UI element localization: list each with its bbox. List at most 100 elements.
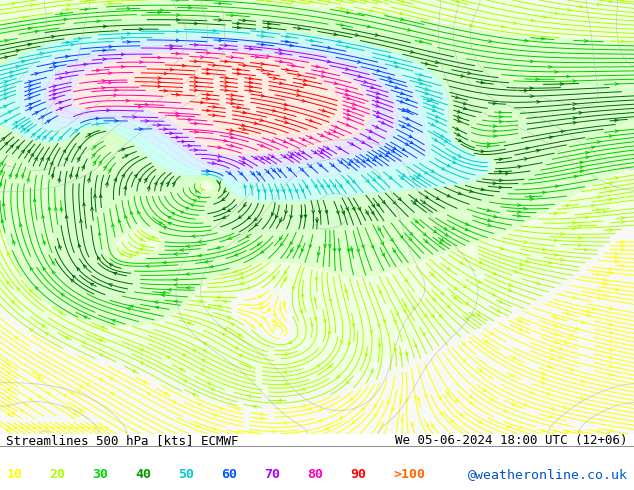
FancyArrowPatch shape (377, 115, 380, 118)
FancyArrowPatch shape (246, 235, 249, 238)
FancyArrowPatch shape (346, 381, 349, 384)
FancyArrowPatch shape (333, 248, 336, 251)
FancyArrowPatch shape (444, 227, 447, 230)
FancyArrowPatch shape (463, 285, 467, 288)
FancyArrowPatch shape (257, 172, 261, 175)
FancyArrowPatch shape (499, 111, 503, 114)
FancyArrowPatch shape (405, 399, 408, 402)
FancyArrowPatch shape (195, 85, 198, 87)
FancyArrowPatch shape (65, 55, 69, 58)
FancyArrowPatch shape (235, 408, 239, 410)
FancyArrowPatch shape (361, 141, 365, 144)
FancyArrowPatch shape (43, 136, 46, 139)
FancyArrowPatch shape (531, 60, 534, 63)
FancyArrowPatch shape (350, 160, 353, 162)
FancyArrowPatch shape (141, 362, 143, 365)
FancyArrowPatch shape (285, 40, 289, 43)
FancyArrowPatch shape (302, 99, 306, 102)
FancyArrowPatch shape (493, 102, 497, 105)
FancyArrowPatch shape (52, 261, 55, 264)
FancyArrowPatch shape (573, 296, 576, 299)
FancyArrowPatch shape (168, 222, 171, 225)
FancyArrowPatch shape (30, 290, 33, 293)
FancyArrowPatch shape (224, 139, 228, 142)
FancyArrowPatch shape (231, 102, 235, 105)
FancyArrowPatch shape (16, 66, 20, 68)
FancyArrowPatch shape (84, 63, 87, 66)
FancyArrowPatch shape (455, 0, 460, 2)
FancyArrowPatch shape (374, 414, 377, 417)
Text: 10: 10 (6, 468, 22, 481)
FancyArrowPatch shape (586, 151, 590, 154)
FancyArrowPatch shape (370, 86, 375, 89)
FancyArrowPatch shape (570, 368, 574, 370)
FancyArrowPatch shape (610, 348, 614, 351)
FancyArrowPatch shape (134, 174, 137, 177)
FancyArrowPatch shape (80, 220, 82, 222)
FancyArrowPatch shape (348, 342, 351, 345)
FancyArrowPatch shape (145, 120, 149, 122)
FancyArrowPatch shape (200, 101, 204, 104)
FancyArrowPatch shape (12, 412, 15, 415)
FancyArrowPatch shape (444, 140, 447, 142)
FancyArrowPatch shape (346, 180, 349, 183)
FancyArrowPatch shape (50, 162, 53, 165)
FancyArrowPatch shape (188, 6, 192, 9)
FancyArrowPatch shape (152, 237, 155, 239)
FancyArrowPatch shape (8, 389, 11, 391)
FancyArrowPatch shape (222, 198, 225, 200)
FancyArrowPatch shape (4, 89, 8, 92)
FancyArrowPatch shape (237, 72, 241, 75)
FancyArrowPatch shape (358, 61, 361, 63)
FancyArrowPatch shape (212, 114, 216, 117)
FancyArrowPatch shape (145, 103, 149, 106)
FancyArrowPatch shape (283, 303, 285, 306)
FancyArrowPatch shape (407, 123, 410, 126)
FancyArrowPatch shape (206, 170, 210, 172)
FancyArrowPatch shape (261, 43, 265, 46)
FancyArrowPatch shape (187, 322, 191, 325)
FancyArrowPatch shape (326, 147, 329, 149)
FancyArrowPatch shape (248, 216, 251, 219)
FancyArrowPatch shape (139, 28, 143, 31)
FancyArrowPatch shape (297, 152, 300, 155)
FancyArrowPatch shape (218, 407, 223, 410)
FancyArrowPatch shape (198, 241, 202, 243)
FancyArrowPatch shape (340, 340, 343, 343)
FancyArrowPatch shape (347, 97, 351, 99)
FancyArrowPatch shape (346, 93, 349, 96)
FancyArrowPatch shape (243, 64, 247, 67)
FancyArrowPatch shape (243, 204, 247, 207)
FancyArrowPatch shape (434, 230, 436, 233)
FancyArrowPatch shape (530, 87, 533, 90)
FancyArrowPatch shape (453, 156, 456, 159)
FancyArrowPatch shape (267, 55, 271, 57)
FancyArrowPatch shape (497, 309, 500, 312)
FancyArrowPatch shape (542, 429, 546, 432)
FancyArrowPatch shape (124, 186, 127, 190)
FancyArrowPatch shape (184, 380, 187, 383)
FancyArrowPatch shape (581, 379, 585, 382)
FancyArrowPatch shape (431, 424, 434, 427)
FancyArrowPatch shape (60, 207, 63, 210)
FancyArrowPatch shape (276, 215, 278, 218)
FancyArrowPatch shape (503, 409, 508, 412)
FancyArrowPatch shape (585, 248, 588, 251)
FancyArrowPatch shape (401, 18, 404, 21)
FancyArrowPatch shape (78, 244, 81, 247)
FancyArrowPatch shape (96, 20, 100, 23)
FancyArrowPatch shape (487, 143, 491, 145)
FancyArrowPatch shape (288, 189, 291, 192)
FancyArrowPatch shape (295, 189, 297, 192)
FancyArrowPatch shape (322, 109, 327, 112)
FancyArrowPatch shape (457, 120, 462, 122)
FancyArrowPatch shape (84, 265, 86, 268)
FancyArrowPatch shape (225, 89, 229, 92)
FancyArrowPatch shape (363, 80, 368, 83)
FancyArrowPatch shape (483, 389, 486, 392)
Text: 20: 20 (49, 468, 65, 481)
FancyArrowPatch shape (25, 404, 28, 407)
FancyArrowPatch shape (251, 325, 254, 328)
FancyArrowPatch shape (219, 39, 223, 42)
FancyArrowPatch shape (382, 424, 384, 427)
